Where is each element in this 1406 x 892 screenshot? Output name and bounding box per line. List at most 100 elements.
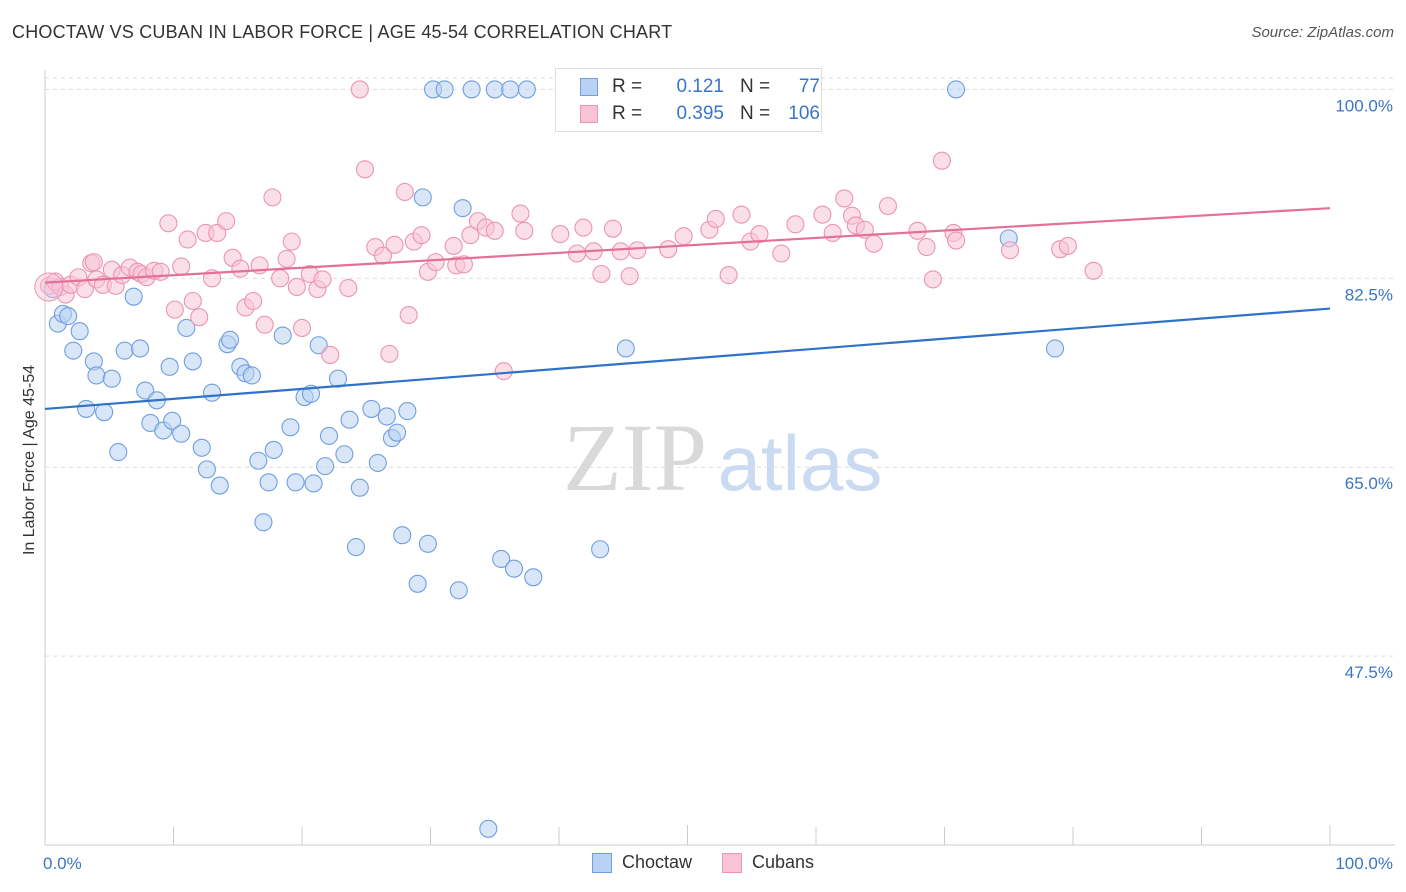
choctaw-point — [70, 322, 89, 341]
choctaw-point — [177, 318, 196, 338]
choctaw-r-value: 0.121 — [676, 76, 724, 97]
choctaw-point — [462, 80, 481, 99]
choctaw-point — [77, 399, 96, 418]
cubans-point — [217, 212, 236, 231]
choctaw-point — [418, 534, 437, 553]
trend-lines — [44, 207, 1331, 411]
cubans-point — [350, 80, 369, 99]
watermark-atlas: atlas — [718, 419, 883, 507]
legend-item-cubans: Cubans — [721, 852, 815, 873]
source-label: Source: ZipAtlas.com — [1251, 24, 1394, 41]
cubans-point — [165, 300, 184, 319]
axes — [44, 70, 1395, 846]
cubans-point — [620, 267, 639, 286]
cubans-point — [864, 234, 883, 253]
cubans-point — [321, 345, 340, 365]
legend-item-choctaw: Choctaw — [591, 852, 692, 873]
choctaw-point — [102, 369, 121, 388]
cubans-point — [292, 318, 312, 338]
cubans-point — [255, 315, 274, 334]
choctaw-point — [109, 443, 128, 462]
cubans-point — [373, 246, 393, 265]
choctaw-point — [304, 474, 323, 493]
choctaw-point — [393, 526, 412, 545]
cubans-point — [263, 188, 282, 207]
choctaw-point — [242, 366, 261, 385]
cubans-point — [84, 253, 103, 272]
cubans-point — [1084, 261, 1103, 280]
cubans-point — [947, 231, 966, 250]
choctaw-point — [335, 445, 354, 464]
choctaw-trend-line — [44, 307, 1331, 411]
cubans-point — [313, 270, 332, 289]
legend-label-choctaw: Choctaw — [621, 852, 692, 872]
choctaw-point — [115, 341, 134, 360]
cubans-point — [385, 235, 404, 254]
x-tick-label: 100.0% — [1335, 854, 1393, 873]
series-legend: Choctaw Cubans — [0, 852, 1406, 873]
x-tick-label: 0.0% — [43, 854, 82, 873]
cubans-point — [282, 232, 301, 251]
choctaw-point — [492, 549, 511, 569]
cubans-trend-line — [44, 207, 1331, 284]
choctaw-point — [197, 460, 216, 479]
choctaw-point — [435, 80, 454, 99]
cubans-point — [932, 151, 951, 170]
choctaw-point — [210, 476, 229, 495]
choctaw-point — [485, 80, 504, 99]
cubans-point — [823, 223, 842, 243]
choctaw-point — [591, 540, 610, 559]
choctaw-point — [281, 418, 300, 437]
choctaw-point — [136, 381, 155, 400]
cubans-point — [151, 262, 170, 281]
legend-swatch-cubans — [721, 852, 742, 873]
choctaw-point — [377, 407, 396, 426]
choctaw-point — [273, 326, 292, 345]
cubans-n-value: 106 — [788, 103, 820, 124]
cubans-point — [244, 291, 263, 311]
choctaw-point — [95, 403, 114, 422]
cubans-point — [190, 308, 209, 327]
choctaw-point — [124, 287, 143, 306]
cubans-point — [287, 277, 306, 297]
cubans-point — [183, 291, 202, 311]
choctaw-point — [616, 339, 635, 358]
choctaw-point — [362, 399, 381, 418]
y-tick-label: 100.0% — [1335, 96, 1393, 115]
cubans-point — [426, 253, 445, 272]
cubans-point — [917, 237, 936, 257]
legend-row-cubans: R = 0.395 N = 106 — [580, 102, 820, 126]
cubans-point — [878, 196, 898, 216]
choctaw-point — [524, 568, 543, 587]
cubans-point — [923, 270, 942, 289]
choctaw-point — [131, 339, 150, 358]
choctaw-n-label: N = — [740, 76, 771, 97]
cubans-point — [611, 242, 630, 261]
y-tick-label: 47.5% — [1345, 663, 1393, 682]
cubans-point — [271, 269, 290, 288]
cubans-point — [719, 266, 738, 285]
cubans-point — [628, 241, 647, 260]
choctaw-point — [1045, 339, 1065, 358]
zipatlas-watermark: ZIP atlas — [563, 404, 882, 511]
watermark-zip: ZIP — [563, 404, 707, 511]
choctaw-point — [517, 80, 536, 99]
choctaw-point — [160, 357, 179, 376]
choctaw-point — [346, 538, 366, 557]
legend-label-cubans: Cubans — [751, 852, 815, 872]
cubans-point — [567, 244, 587, 263]
choctaw-point — [398, 402, 417, 421]
cubans-point — [1058, 236, 1077, 255]
cubans-point — [659, 240, 678, 259]
cubans-point — [355, 160, 375, 179]
choctaw-point — [59, 307, 78, 326]
choctaw-point — [504, 559, 524, 578]
cubans-point — [461, 226, 480, 245]
cubans-point — [34, 272, 64, 302]
cubans-point — [674, 227, 693, 246]
choctaw-r-label: R = — [612, 76, 643, 97]
choctaw-point — [388, 423, 407, 442]
choctaw-point — [259, 473, 278, 492]
choctaw-point — [249, 451, 268, 470]
